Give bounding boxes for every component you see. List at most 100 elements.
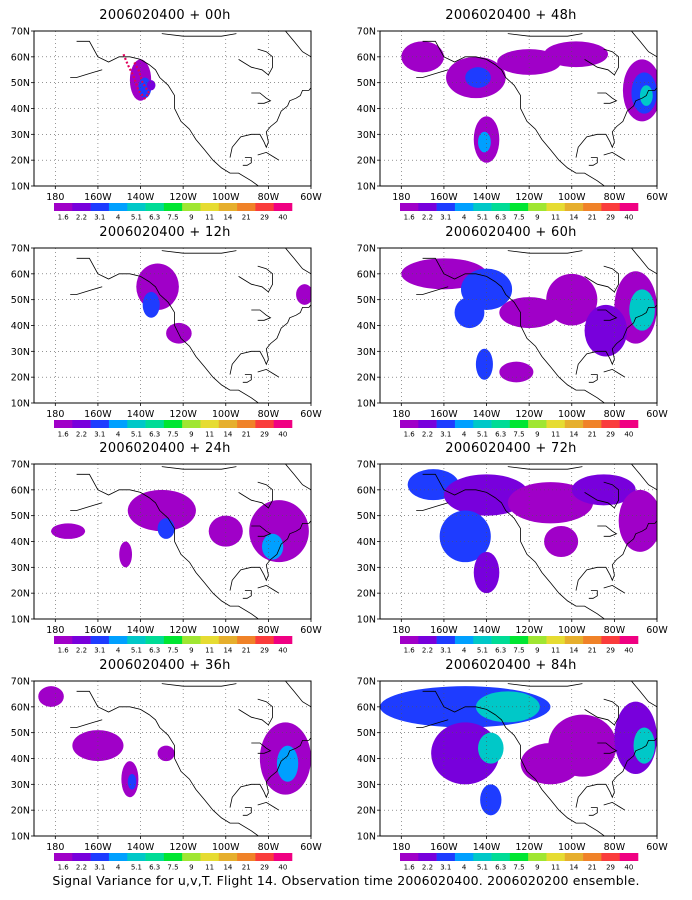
- map-svg: 10N 20N 30N 40N 50N 60N 70N 180 160W 140W 120W 100W…: [11, 27, 323, 222]
- colorbar-swatch: [473, 636, 492, 644]
- coastline: [416, 69, 449, 78]
- lat-tick-label: 60N: [11, 485, 30, 496]
- coastline: [584, 265, 619, 293]
- lat-tick-label: 60N: [11, 702, 30, 713]
- colorbar-label: 40: [624, 431, 633, 439]
- colorbar-swatch: [583, 203, 602, 211]
- panel-title: 2006020400 + 12h: [99, 225, 231, 240]
- lon-tick-label: 160W: [430, 625, 458, 636]
- colorbar-swatch: [583, 420, 602, 428]
- coastline: [76, 690, 260, 836]
- colorbar-swatch: [564, 853, 584, 861]
- colorbar-label: 7.5: [513, 214, 524, 222]
- coastline: [285, 464, 311, 491]
- lat-tick-label: 40N: [357, 321, 376, 332]
- colorbar-label: 7.5: [167, 864, 178, 872]
- colorbar-label: 29: [260, 214, 269, 222]
- lon-tick-label: 180: [46, 409, 64, 420]
- colorbar-label: 1.6: [404, 431, 416, 439]
- colorbar-label: 2.2: [422, 431, 433, 439]
- map-panel-p84: 2006020400 + 84h 10N 20N 30N 40N 50N 60N 70N 180…: [346, 658, 676, 872]
- colorbar-label: 1.6: [58, 431, 70, 439]
- lat-tick-label: 50N: [11, 511, 30, 522]
- colorbar-label: 3.1: [440, 214, 451, 222]
- map-panel-p12: 2006020400 + 12h 10N 20N 30N 40N 50N 60N 70N 180…: [0, 225, 330, 439]
- coastline: [507, 33, 583, 37]
- lat-tick-label: 30N: [357, 130, 376, 141]
- variance-region: [618, 489, 657, 552]
- variance-region: [439, 510, 491, 563]
- colorbar-label: 3.1: [94, 431, 105, 439]
- colorbar-label: 14: [569, 864, 578, 872]
- lon-tick-label: 120W: [515, 192, 543, 203]
- lat-tick-label: 20N: [11, 156, 30, 167]
- panel-title: 2006020400 + 00h: [99, 8, 231, 23]
- colorbar-label: 40: [278, 214, 287, 222]
- coastline: [70, 502, 103, 511]
- colorbar-label: 29: [606, 431, 615, 439]
- lat-tick-label: 40N: [11, 754, 30, 765]
- variance-region: [261, 533, 284, 560]
- colorbar-swatch: [273, 636, 293, 644]
- colorbar-swatch: [491, 420, 511, 428]
- colorbar-swatch: [509, 420, 529, 428]
- colorbar-swatch: [546, 420, 566, 428]
- colorbar-swatch: [583, 853, 602, 861]
- coastline: [242, 807, 252, 816]
- map-svg: 10N 20N 30N 40N 50N 60N 70N 180 160W 140W 120W 100W…: [357, 244, 669, 439]
- colorbar-swatch: [255, 420, 274, 428]
- lon-tick-label: 120W: [169, 842, 197, 853]
- coastline: [631, 681, 657, 708]
- lat-tick-label: 20N: [357, 373, 376, 384]
- colorbar-swatch: [473, 853, 492, 861]
- lon-tick-label: 120W: [169, 625, 197, 636]
- map-panel-p24: 2006020400 + 24h 10N 20N 30N 40N 50N 60N 70N 180…: [0, 441, 330, 655]
- colorbar-swatch: [127, 636, 146, 644]
- lon-tick-label: 80W: [604, 625, 626, 636]
- map-svg: 10N 20N 30N 40N 50N 60N 70N 180 160W 140W 120W 100W…: [357, 460, 669, 655]
- variance-region: [443, 474, 530, 516]
- lon-tick-label: 160W: [84, 842, 112, 853]
- coastline: [257, 584, 280, 594]
- colorbar-label: 29: [260, 431, 269, 439]
- lon-tick-label: 60W: [646, 625, 668, 636]
- lat-tick-label: 10N: [357, 832, 376, 843]
- lon-tick-label: 80W: [258, 192, 280, 203]
- colorbar-label: 6.3: [149, 647, 160, 655]
- coastline: [584, 481, 619, 509]
- lat-tick-label: 10N: [11, 399, 30, 410]
- colorbar-swatch: [619, 853, 639, 861]
- variance-region: [499, 361, 534, 383]
- lat-tick-label: 70N: [357, 27, 376, 38]
- colorbar-swatch: [145, 203, 165, 211]
- colorbar-label: 2.2: [422, 214, 433, 222]
- colorbar-swatch: [564, 636, 584, 644]
- colorbar-swatch: [436, 420, 456, 428]
- colorbar-label: 9: [535, 214, 539, 222]
- colorbar-swatch: [400, 853, 419, 861]
- variance-region: [480, 784, 502, 816]
- lon-tick-label: 80W: [604, 409, 626, 420]
- colorbar-swatch: [601, 420, 620, 428]
- lat-tick-label: 40N: [357, 537, 376, 548]
- colorbar-swatch: [237, 853, 256, 861]
- lat-tick-label: 50N: [11, 78, 30, 89]
- colorbar-swatch: [182, 636, 201, 644]
- lon-tick-label: 140W: [127, 192, 155, 203]
- colorbar-swatch: [400, 203, 419, 211]
- lon-tick-label: 120W: [515, 625, 543, 636]
- coastline: [416, 286, 449, 295]
- lon-tick-label: 100W: [558, 409, 586, 420]
- lon-tick-label: 100W: [212, 409, 240, 420]
- colorbar-swatch: [583, 636, 602, 644]
- colorbar-swatch: [218, 853, 238, 861]
- coastline: [575, 304, 657, 375]
- lat-tick-label: 40N: [11, 321, 30, 332]
- lon-tick-label: 80W: [258, 842, 280, 853]
- coastline: [416, 719, 449, 728]
- colorbar-label: 14: [569, 431, 578, 439]
- colorbar-swatch: [200, 203, 220, 211]
- coastline: [161, 683, 237, 687]
- map-svg: 10N 20N 30N 40N 50N 60N 70N 180 160W 140W 120W 100W…: [11, 677, 323, 872]
- colorbar-label: 7.5: [167, 431, 178, 439]
